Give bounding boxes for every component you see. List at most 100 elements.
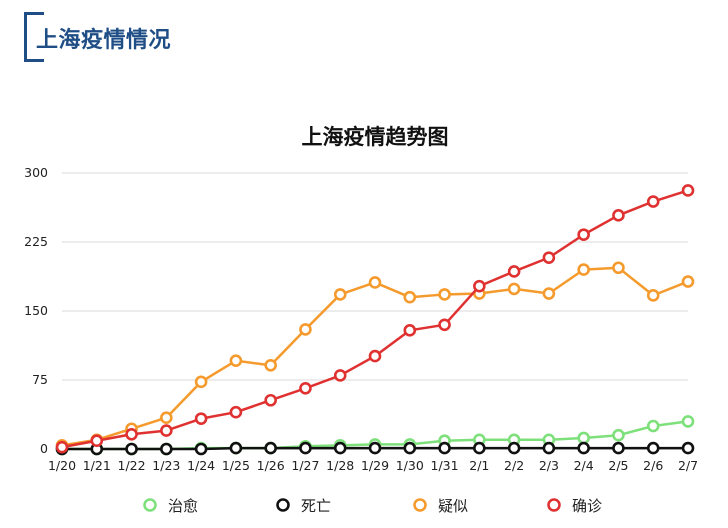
legend-label: 治愈 <box>168 497 198 515</box>
data-point[interactable] <box>125 442 138 456</box>
x-tick-label: 1/27 <box>291 458 319 473</box>
legend[interactable]: 治愈 死亡 疑似 确诊 <box>143 497 603 515</box>
data-point[interactable] <box>299 323 312 336</box>
data-point[interactable] <box>438 318 451 332</box>
data-point[interactable] <box>542 441 556 455</box>
data-point[interactable] <box>403 441 417 455</box>
y-tick-label: 300 <box>24 165 48 180</box>
data-point[interactable] <box>646 419 660 433</box>
data-point[interactable] <box>229 354 243 367</box>
page-title: 上海疫情情况 <box>36 28 172 53</box>
legend-marker <box>276 498 290 512</box>
x-tick-label: 2/1 <box>469 458 489 473</box>
x-tick-label: 2/5 <box>608 458 628 473</box>
series-2 <box>55 261 695 452</box>
legend-item-1[interactable]: 死亡 <box>276 497 332 515</box>
data-point[interactable] <box>438 441 451 455</box>
series-3 <box>55 184 695 454</box>
series-layer <box>55 184 695 456</box>
data-point[interactable] <box>299 441 312 455</box>
data-point[interactable] <box>681 184 695 197</box>
data-point[interactable] <box>612 261 625 275</box>
x-tick-label: 1/28 <box>326 458 354 473</box>
page-header: 上海疫情情况 <box>24 12 324 64</box>
data-point[interactable] <box>612 441 625 455</box>
x-tick-label: 1/25 <box>222 458 250 473</box>
data-point[interactable] <box>264 441 277 455</box>
data-point[interactable] <box>473 279 486 293</box>
data-point[interactable] <box>646 289 660 302</box>
data-point[interactable] <box>194 412 208 425</box>
legend-item-3[interactable]: 确诊 <box>547 497 603 515</box>
data-point[interactable] <box>542 251 556 264</box>
data-point[interactable] <box>473 441 486 455</box>
x-tick-label: 1/24 <box>187 458 215 473</box>
data-point[interactable] <box>264 393 277 407</box>
data-point[interactable] <box>577 441 590 455</box>
legend-marker <box>143 498 157 512</box>
y-tick-label: 0 <box>40 441 48 456</box>
data-point[interactable] <box>229 441 243 455</box>
data-point[interactable] <box>681 441 695 455</box>
x-tick-label: 1/26 <box>257 458 285 473</box>
y-tick-label: 75 <box>32 372 48 387</box>
data-point[interactable] <box>403 290 417 304</box>
legend-marker <box>413 498 427 512</box>
data-point[interactable] <box>646 441 660 455</box>
data-point[interactable] <box>368 349 382 363</box>
data-point[interactable] <box>299 381 312 395</box>
data-point[interactable] <box>90 434 104 448</box>
data-point[interactable] <box>160 442 173 456</box>
data-point[interactable] <box>160 411 173 425</box>
data-point[interactable] <box>681 275 695 288</box>
data-point[interactable] <box>160 424 173 437</box>
data-point[interactable] <box>612 428 625 442</box>
data-point[interactable] <box>368 441 382 455</box>
x-tick-label: 1/20 <box>48 458 76 473</box>
legend-label: 确诊 <box>572 497 602 515</box>
y-tick-label: 150 <box>24 303 48 318</box>
data-point[interactable] <box>125 427 138 441</box>
grid <box>62 172 688 450</box>
legend-label: 死亡 <box>301 497 331 515</box>
data-point[interactable] <box>646 195 660 208</box>
data-point[interactable] <box>194 442 208 456</box>
data-point[interactable] <box>194 375 208 389</box>
data-point[interactable] <box>368 276 382 289</box>
data-point[interactable] <box>577 431 590 445</box>
data-point[interactable] <box>264 358 277 372</box>
legend-item-0[interactable]: 治愈 <box>143 497 199 515</box>
chart-title: 上海疫情趋势图 <box>302 125 449 149</box>
data-point[interactable] <box>55 440 69 454</box>
data-point[interactable] <box>577 263 590 276</box>
y-axis: 0 75 150 225 300 <box>24 165 48 456</box>
x-axis: 1/20 1/21 1/22 1/23 1/24 1/25 1/26 1/27 1/28 1/29… <box>48 449 698 473</box>
x-tick-label: 2/6 <box>643 458 663 473</box>
legend-marker <box>547 498 561 512</box>
series-line <box>61 189 689 449</box>
legend-item-2[interactable]: 疑似 <box>413 497 469 515</box>
data-point[interactable] <box>229 405 243 419</box>
data-point[interactable] <box>681 415 695 428</box>
header-bracket <box>24 12 44 62</box>
x-tick-label: 1/31 <box>431 458 459 473</box>
data-point[interactable] <box>507 265 521 278</box>
x-tick-label: 2/3 <box>539 458 559 473</box>
x-tick-label: 1/30 <box>396 458 424 473</box>
x-tick-label: 1/21 <box>83 458 111 473</box>
data-point[interactable] <box>612 209 625 222</box>
data-point[interactable] <box>333 369 347 382</box>
data-point[interactable] <box>333 288 347 301</box>
data-point[interactable] <box>542 287 556 300</box>
y-tick-label: 225 <box>24 234 48 249</box>
x-tick-label: 1/29 <box>361 458 389 473</box>
legend-label: 疑似 <box>438 497 468 515</box>
data-point[interactable] <box>507 282 521 296</box>
data-point[interactable] <box>438 288 451 301</box>
data-point[interactable] <box>403 324 417 337</box>
data-point[interactable] <box>333 441 347 455</box>
x-tick-label: 2/7 <box>678 458 698 473</box>
data-point[interactable] <box>577 228 590 241</box>
data-point[interactable] <box>507 441 521 455</box>
